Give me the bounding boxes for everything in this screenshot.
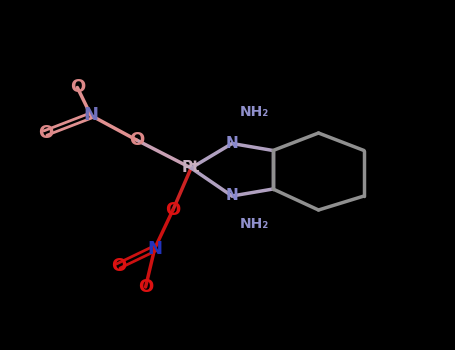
Text: N: N xyxy=(147,239,162,258)
Text: N: N xyxy=(84,106,98,125)
Text: NH₂: NH₂ xyxy=(240,217,269,231)
Text: NH₂: NH₂ xyxy=(240,105,269,119)
Text: O: O xyxy=(165,201,181,219)
Text: O: O xyxy=(70,78,85,97)
Text: O: O xyxy=(129,131,144,149)
Text: O: O xyxy=(138,278,153,296)
Text: O: O xyxy=(111,257,126,275)
Text: O: O xyxy=(38,124,53,142)
Text: N: N xyxy=(226,136,238,151)
Text: Pt: Pt xyxy=(182,161,200,175)
Text: N: N xyxy=(226,189,238,203)
